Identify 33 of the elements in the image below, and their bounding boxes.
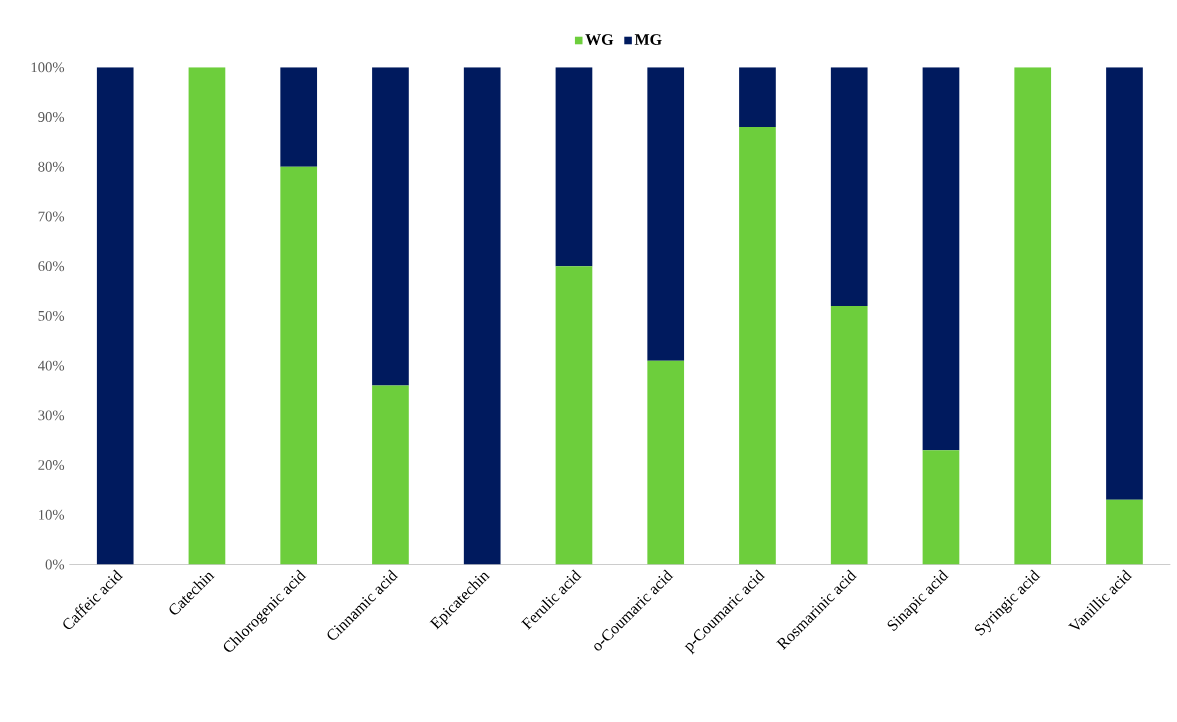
bar xyxy=(922,450,960,565)
y-tick-label: 100% xyxy=(31,62,65,73)
bar xyxy=(555,266,593,565)
bar xyxy=(1106,499,1143,565)
y-tick-label: 70% xyxy=(38,211,65,222)
bar xyxy=(1106,67,1143,500)
bar xyxy=(739,67,776,128)
bar xyxy=(1014,67,1052,565)
y-tick-label: 0% xyxy=(45,559,65,570)
legend-label: MG xyxy=(634,34,662,46)
y-tick-label: 40% xyxy=(38,360,65,371)
y-tick-label: 90% xyxy=(38,112,65,123)
bar xyxy=(188,67,226,565)
bar xyxy=(922,67,960,451)
y-tick-label: 20% xyxy=(38,460,65,471)
y-tick-label: 50% xyxy=(38,311,65,321)
y-tick-label: 80% xyxy=(38,161,65,172)
legend-label: WG xyxy=(585,34,614,46)
bar xyxy=(647,360,685,565)
bar xyxy=(830,67,868,307)
y-tick-label: 10% xyxy=(39,509,65,520)
bar xyxy=(739,127,776,565)
bar xyxy=(280,166,318,565)
bar xyxy=(372,67,409,386)
bar xyxy=(280,67,318,167)
y-tick-label: 30% xyxy=(38,410,65,421)
bar xyxy=(647,67,685,361)
bar xyxy=(555,67,593,267)
y-tick-label: 60% xyxy=(38,261,65,272)
bar xyxy=(463,67,501,565)
bar xyxy=(830,306,868,565)
bar xyxy=(96,67,134,565)
bar xyxy=(372,385,409,565)
